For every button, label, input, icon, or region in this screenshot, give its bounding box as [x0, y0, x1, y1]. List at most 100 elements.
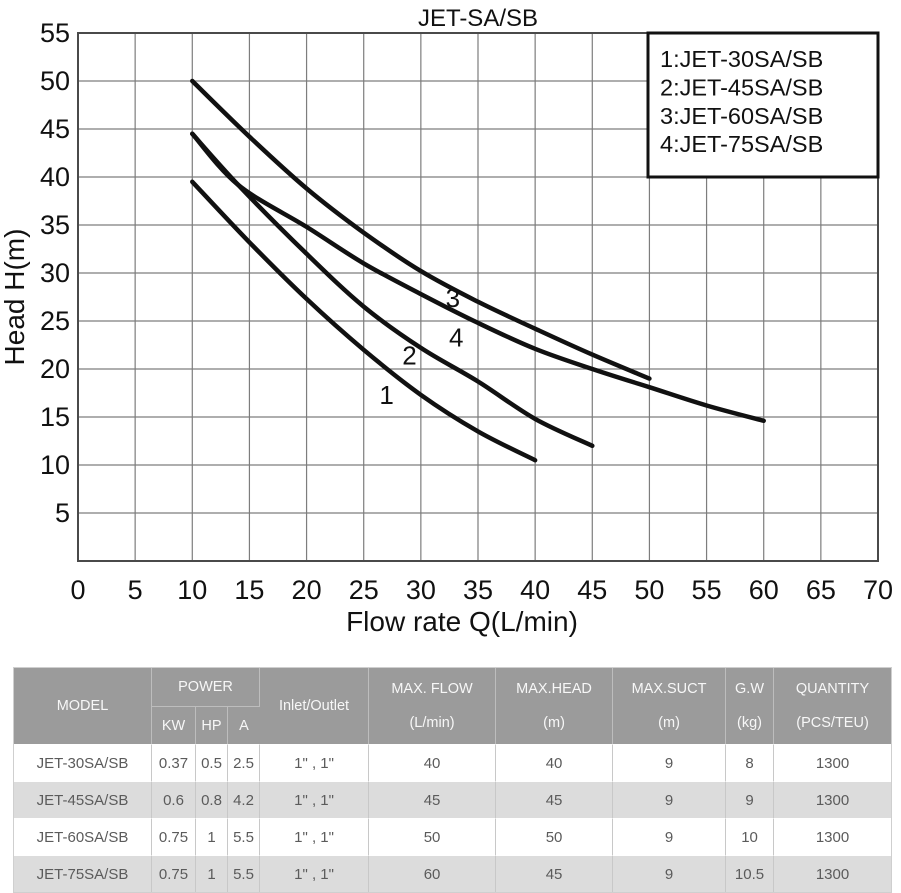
col-header-quantity-line1: QUANTITY [795, 681, 870, 697]
y-axis-label: Head H(m) [0, 229, 30, 366]
cell-max-suct: 9 [613, 781, 727, 818]
curve-label-4: 4 [449, 322, 463, 352]
cell-gw: 8 [726, 744, 775, 781]
legend-entry: 4:JET-75SA/SB [660, 131, 823, 157]
x-tick-label: 50 [634, 575, 664, 605]
x-axis-label: Flow rate Q(L/min) [346, 606, 578, 637]
col-header-gw-line1: G.W [735, 681, 765, 697]
y-tick-label: 30 [40, 258, 70, 288]
cell-max-flow: 45 [369, 781, 497, 818]
col-header-max-head: MAX.HEAD (m) [496, 668, 614, 744]
chart-title: JET-SA/SB [418, 5, 538, 32]
x-tick-label: 0 [70, 575, 85, 605]
cell-hp: 1 [196, 818, 228, 855]
y-tick-label: 40 [40, 162, 70, 192]
curve-jet-60sa-sb [190, 78, 652, 381]
x-tick-label: 45 [577, 575, 607, 605]
curve-label-1: 1 [379, 380, 393, 410]
table-header: MODEL POWER Inlet/Outlet MAX. FLOW (L/mi… [14, 668, 892, 744]
y-tick-label: 5 [55, 498, 70, 528]
cell-inlet-outlet: 1" , 1" [260, 744, 370, 781]
cell-a: 2.5 [228, 744, 261, 781]
cell-hp: 1 [196, 855, 228, 892]
cell-max-head: 50 [496, 818, 614, 855]
cell-quantity: 1300 [774, 781, 892, 818]
cell-model: JET-60SA/SB [14, 818, 152, 855]
cell-hp: 0.5 [196, 744, 228, 781]
curve-label-3: 3 [446, 283, 460, 313]
y-tick-label: 15 [40, 402, 70, 432]
cell-model: JET-45SA/SB [14, 781, 152, 818]
legend-box [646, 31, 880, 179]
col-header-hp: HP [196, 707, 228, 744]
cell-hp: 0.8 [196, 781, 228, 818]
cell-max-flow: 50 [369, 818, 497, 855]
y-tick-label: 50 [40, 66, 70, 96]
cell-max-flow: 60 [369, 855, 497, 892]
curve-label-2: 2 [402, 341, 416, 371]
table-row: JET-60SA/SB 0.75 1 5.5 1" , 1" 50 50 9 1… [14, 818, 892, 855]
cell-kw: 0.37 [152, 744, 196, 781]
col-header-gw: G.W (kg) [726, 668, 775, 744]
cell-inlet-outlet: 1" , 1" [260, 818, 370, 855]
y-tick-label: 20 [40, 354, 70, 384]
y-tick-label: 45 [40, 114, 70, 144]
cell-kw: 0.75 [152, 818, 196, 855]
x-tick-label: 65 [806, 575, 836, 605]
cell-model: JET-75SA/SB [14, 855, 152, 892]
y-tick-label: 35 [40, 210, 70, 240]
x-tick-label: 60 [749, 575, 779, 605]
cell-max-head: 45 [496, 855, 614, 892]
y-tick-label: 25 [40, 306, 70, 336]
cell-a: 4.2 [228, 781, 261, 818]
cell-max-head: 45 [496, 781, 614, 818]
x-tick-label: 70 [863, 575, 893, 605]
y-tick-label: 10 [40, 450, 70, 480]
x-tick-label: 20 [292, 575, 322, 605]
plot-border [77, 32, 879, 562]
x-tick-label: 55 [692, 575, 722, 605]
col-header-max-suct-line2: (m) [658, 715, 680, 731]
cell-gw: 10 [726, 818, 775, 855]
x-tick-label: 5 [128, 575, 143, 605]
cell-max-flow: 40 [369, 744, 497, 781]
cell-inlet-outlet: 1" , 1" [260, 855, 370, 892]
cell-quantity: 1300 [774, 855, 892, 892]
cell-kw: 0.6 [152, 781, 196, 818]
table-row: JET-75SA/SB 0.75 1 5.5 1" , 1" 60 45 9 1… [14, 855, 892, 892]
col-header-max-head-line2: (m) [543, 715, 565, 731]
cell-model: JET-30SA/SB [14, 744, 152, 781]
cell-a: 5.5 [228, 855, 261, 892]
curve-jet-30sa-sb [190, 179, 538, 463]
x-tick-label: 15 [234, 575, 264, 605]
col-header-max-flow: MAX. FLOW (L/min) [369, 668, 497, 744]
pump-curve-chart: 1 2 3 4 0 5 10 15 20 25 30 35 40 45 50 55 60 65 70 5 10 15 20 2… [0, 5, 893, 637]
x-tick-label: 30 [406, 575, 436, 605]
col-header-inlet-outlet: Inlet/Outlet [260, 668, 370, 744]
col-header-model: MODEL [14, 668, 152, 744]
col-header-quantity-line2: (PCS/TEU) [796, 715, 869, 731]
col-header-max-suct-line1: MAX.SUCT [631, 681, 707, 697]
x-tick-label: 40 [520, 575, 550, 605]
col-header-max-flow-line2: (L/min) [409, 715, 455, 731]
cell-max-head: 40 [496, 744, 614, 781]
cell-a: 5.5 [228, 818, 261, 855]
table-row: JET-30SA/SB 0.37 0.5 2.5 1" , 1" 40 40 9… [14, 744, 892, 781]
curve-jet-75sa-sb [190, 131, 766, 424]
col-header-max-head-line1: MAX.HEAD [516, 681, 592, 697]
y-tick-label: 55 [40, 18, 70, 48]
cell-gw: 9 [726, 781, 775, 818]
col-header-quantity: QUANTITY (PCS/TEU) [774, 668, 892, 744]
x-tick-label: 10 [177, 575, 207, 605]
cell-max-suct: 9 [613, 744, 727, 781]
cell-quantity: 1300 [774, 818, 892, 855]
cell-inlet-outlet: 1" , 1" [260, 781, 370, 818]
cell-max-suct: 9 [613, 818, 727, 855]
table-row: JET-45SA/SB 0.6 0.8 4.2 1" , 1" 45 45 9 … [14, 781, 892, 818]
col-header-gw-line2: (kg) [737, 715, 763, 731]
x-tick-label: 25 [349, 575, 379, 605]
col-header-max-flow-line1: MAX. FLOW [391, 681, 473, 697]
legend-entry: 1:JET-30SA/SB [660, 46, 823, 72]
legend-entry: 3:JET-60SA/SB [660, 103, 823, 129]
